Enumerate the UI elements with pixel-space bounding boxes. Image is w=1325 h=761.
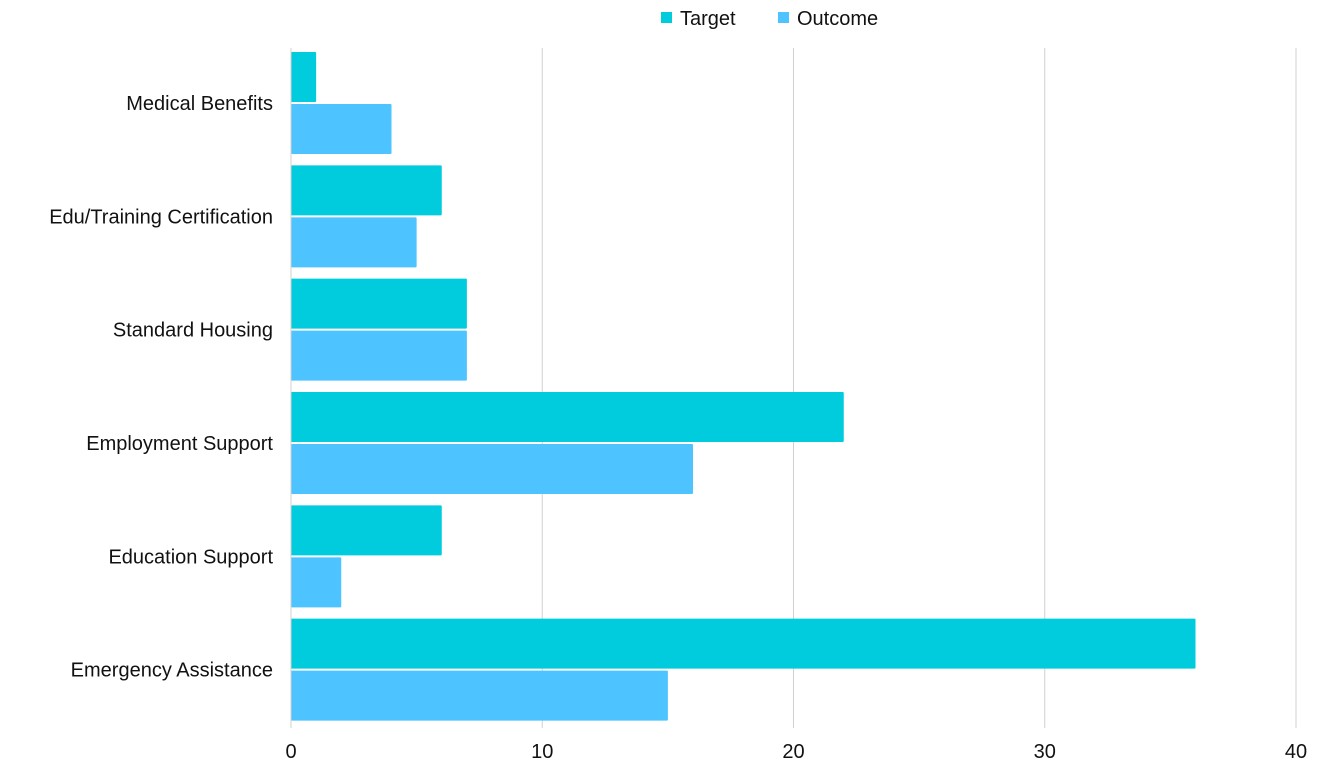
legend-swatch-target (661, 12, 672, 23)
bar-target-4 (291, 505, 442, 556)
x-tick-label-0: 0 (285, 741, 296, 761)
category-label-3: Employment Support (86, 433, 273, 455)
legend-label-outcome: Outcome (797, 8, 878, 30)
legend: Target Outcome (661, 8, 878, 30)
bars (291, 52, 1196, 721)
legend-swatch-outcome (778, 12, 789, 23)
bar-outcome-1 (291, 217, 417, 268)
x-tick-label-40: 40 (1285, 741, 1307, 761)
category-label-2: Standard Housing (113, 320, 273, 342)
category-label-1: Edu/Training Certification (49, 206, 273, 228)
bar-target-3 (291, 392, 844, 442)
legend-label-target: Target (680, 8, 736, 30)
bar-outcome-4 (291, 557, 342, 608)
bar-target-5 (291, 618, 1196, 669)
bar-outcome-3 (291, 444, 693, 494)
x-tick-label-20: 20 (782, 741, 804, 761)
bar-outcome-5 (291, 670, 668, 721)
category-label-0: Medical Benefits (126, 93, 273, 115)
x-tick-label-30: 30 (1034, 741, 1056, 761)
category-label-4: Education Support (108, 546, 273, 568)
x-tick-label-10: 10 (531, 741, 553, 761)
bar-outcome-0 (291, 104, 392, 154)
bar-outcome-2 (291, 330, 467, 381)
category-label-5: Emergency Assistance (71, 660, 273, 682)
bar-target-1 (291, 165, 442, 216)
gridlines (541, 48, 1297, 728)
bar-target-0 (291, 52, 317, 102)
axes: 0 10 20 30 40 Medical Benefits Edu/Training Ce… (49, 48, 1307, 761)
bar-target-2 (291, 278, 467, 329)
